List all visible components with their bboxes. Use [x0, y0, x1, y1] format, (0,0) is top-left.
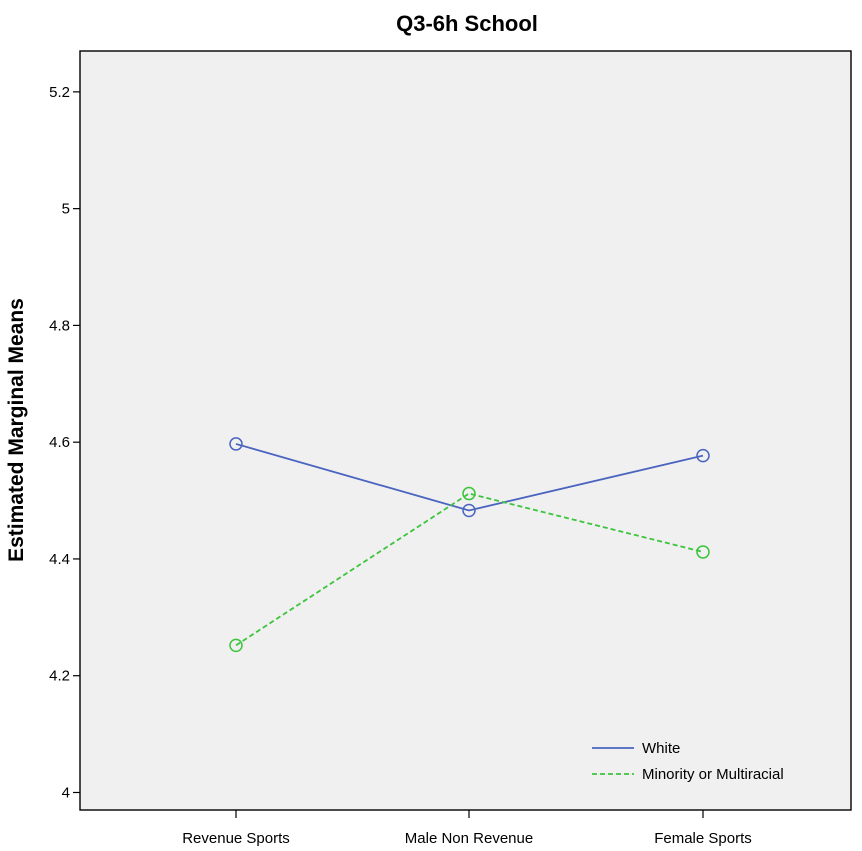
series-0-point [229, 437, 243, 451]
y-tick-label: 5.2 [49, 84, 70, 101]
series-line-1 [235, 492, 704, 647]
y-axis-label: Estimated Marginal Means [5, 298, 28, 562]
chart-title: Q3-6h School [396, 11, 538, 36]
x-tick-label: Male Non Revenue [405, 830, 533, 847]
x-tick-label: Female Sports [654, 830, 752, 847]
series-1-point [696, 545, 710, 559]
legend: White Minority or Multiracial [592, 740, 784, 783]
y-tick-label: 4 [62, 784, 70, 801]
x-axis: Revenue Sports Male Non Revenue Female Spo… [182, 810, 752, 847]
legend-label: White [642, 740, 680, 757]
series-1-point [462, 486, 476, 501]
series-1-point [229, 638, 243, 653]
y-tick-label: 5 [62, 201, 70, 218]
series-layer [229, 437, 710, 653]
legend-label: Minority or Multiracial [642, 766, 784, 783]
plot-area [79, 50, 852, 811]
series-0-point [696, 448, 710, 463]
y-tick-label: 4.8 [49, 317, 70, 334]
y-tick-label: 4.2 [49, 668, 70, 685]
x-tick-label: Revenue Sports [182, 830, 290, 847]
series-line-0 [235, 443, 704, 512]
y-tick-label: 4.4 [49, 551, 70, 568]
y-axis: 4 4.2 4.4 4.6 4.8 5 5.2 [49, 84, 80, 801]
series-0-point [462, 503, 476, 518]
y-tick-label: 4.6 [49, 434, 70, 451]
